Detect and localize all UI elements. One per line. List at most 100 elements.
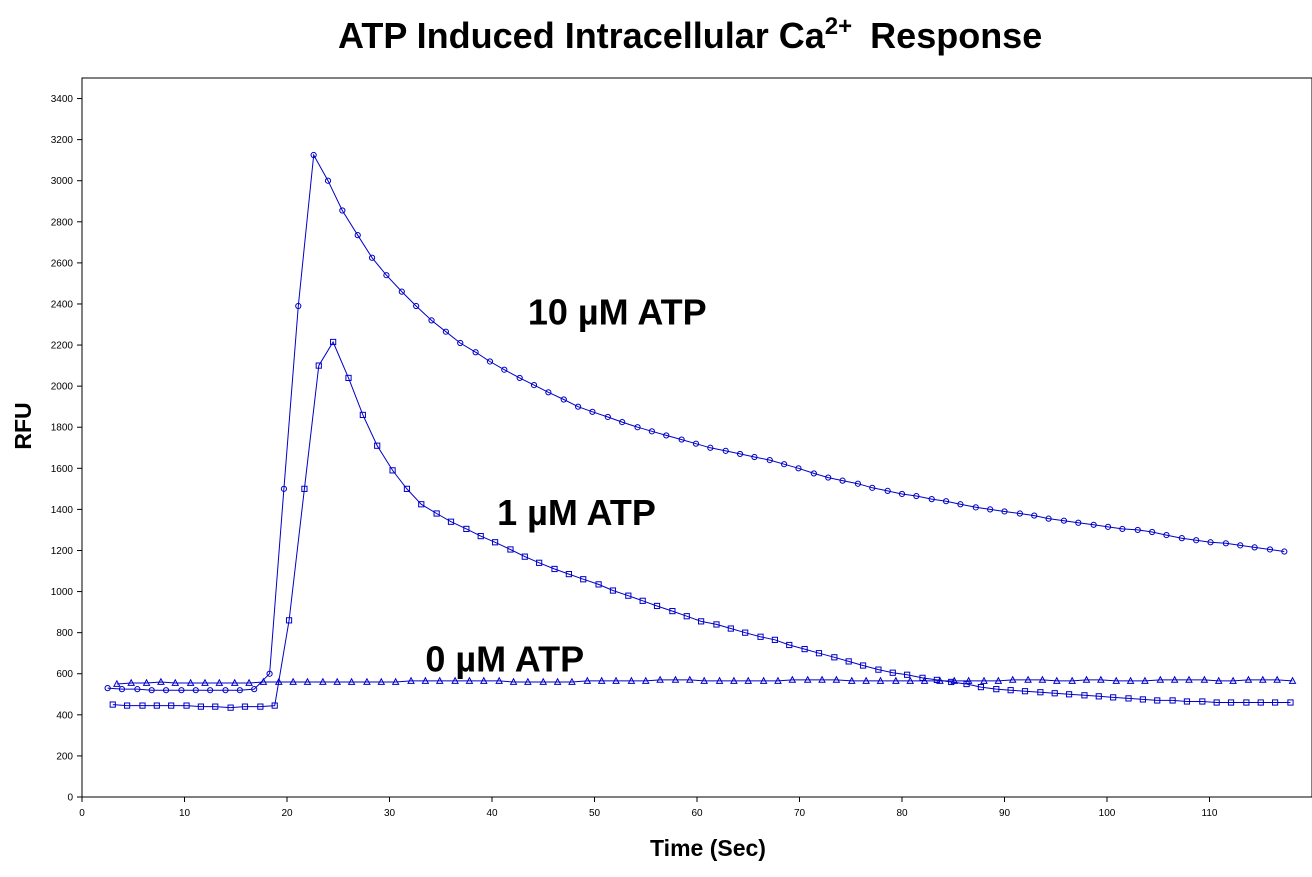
data-point (810, 470, 817, 477)
data-point (428, 317, 435, 324)
chart-title-superscript: 2+ (825, 13, 852, 40)
data-point (1178, 535, 1185, 542)
x-tick-label: 30 (384, 808, 396, 819)
data-point (457, 339, 464, 347)
data-point (906, 676, 915, 684)
data-point (403, 485, 411, 492)
data-point (560, 396, 567, 403)
data-point (507, 546, 514, 553)
data-point (1075, 519, 1082, 526)
data-point (530, 382, 538, 389)
data-point (771, 636, 778, 643)
data-point (536, 559, 543, 566)
data-point (980, 676, 988, 684)
data-point (1229, 676, 1237, 684)
data-point (368, 254, 376, 261)
data-point (354, 232, 361, 239)
y-tick-label: 1000 (51, 587, 74, 598)
x-tick-label: 110 (1202, 808, 1218, 819)
data-point (251, 686, 258, 693)
data-point (477, 533, 484, 540)
x-tick-label: 40 (486, 808, 498, 819)
data-point (831, 654, 838, 661)
data-point (1281, 548, 1288, 555)
data-point (648, 428, 656, 435)
data-point (1037, 689, 1044, 696)
data-point (1031, 512, 1038, 519)
data-point (1068, 676, 1076, 684)
data-point (236, 687, 243, 694)
data-point (495, 676, 504, 684)
data-point (1125, 695, 1132, 702)
data-point (669, 607, 676, 615)
data-point (1112, 676, 1121, 684)
data-point (383, 272, 390, 279)
data-point (634, 424, 641, 431)
data-point (207, 687, 214, 694)
data-point (589, 408, 596, 415)
data-point (407, 676, 415, 684)
x-tick-label: 10 (179, 808, 191, 819)
data-point (178, 687, 185, 694)
data-point (972, 504, 979, 511)
data-point (1119, 525, 1126, 533)
x-tick-label: 60 (691, 808, 703, 819)
data-point (124, 702, 131, 709)
data-point (413, 302, 420, 310)
data-point (222, 687, 229, 694)
series-line (116, 679, 1293, 685)
data-point (241, 703, 249, 710)
data-point (491, 539, 499, 546)
series-line (107, 153, 1285, 691)
data-point (347, 677, 356, 685)
y-tick-label: 3200 (51, 135, 74, 146)
data-point (377, 677, 386, 685)
data-point (722, 447, 729, 454)
data-point (847, 676, 856, 684)
data-point (118, 686, 126, 693)
data-point (707, 444, 714, 451)
data-point (398, 288, 405, 295)
data-point (876, 676, 885, 684)
series-annotation: 10 µM ATP (528, 292, 707, 333)
data-point (742, 629, 749, 636)
x-tick-label: 80 (896, 808, 908, 819)
x-tick-label: 100 (1099, 808, 1116, 819)
data-point (168, 702, 175, 709)
data-point (418, 501, 425, 508)
data-point (391, 677, 400, 685)
data-point (904, 671, 911, 678)
data-point (1104, 523, 1112, 530)
data-point (1052, 676, 1061, 684)
data-point (1082, 675, 1091, 683)
data-point (845, 658, 852, 665)
data-point (1266, 546, 1274, 553)
data-point (280, 485, 288, 492)
data-point (957, 501, 964, 508)
data-point (948, 678, 955, 686)
data-point (545, 389, 552, 396)
data-point (575, 403, 582, 410)
data-point (1272, 699, 1279, 706)
data-point (583, 676, 592, 684)
data-point (333, 677, 342, 685)
y-tick-label: 800 (56, 628, 73, 639)
data-point (472, 349, 479, 356)
y-tick-label: 1800 (51, 423, 74, 434)
data-point (1139, 696, 1146, 703)
data-point (486, 358, 494, 365)
data-point (1214, 676, 1223, 684)
y-tick-label: 3400 (51, 94, 74, 105)
y-tick-label: 1400 (51, 505, 74, 516)
data-point (285, 617, 293, 624)
data-point (230, 678, 239, 686)
data-point (1126, 676, 1135, 684)
data-point (1081, 692, 1088, 699)
data-point (609, 587, 617, 594)
data-point (604, 413, 611, 421)
data-point (920, 676, 929, 684)
data-point (692, 440, 700, 447)
data-point (374, 442, 381, 449)
data-point (1200, 675, 1209, 683)
x-axis-label: Time (Sec) (650, 835, 766, 861)
